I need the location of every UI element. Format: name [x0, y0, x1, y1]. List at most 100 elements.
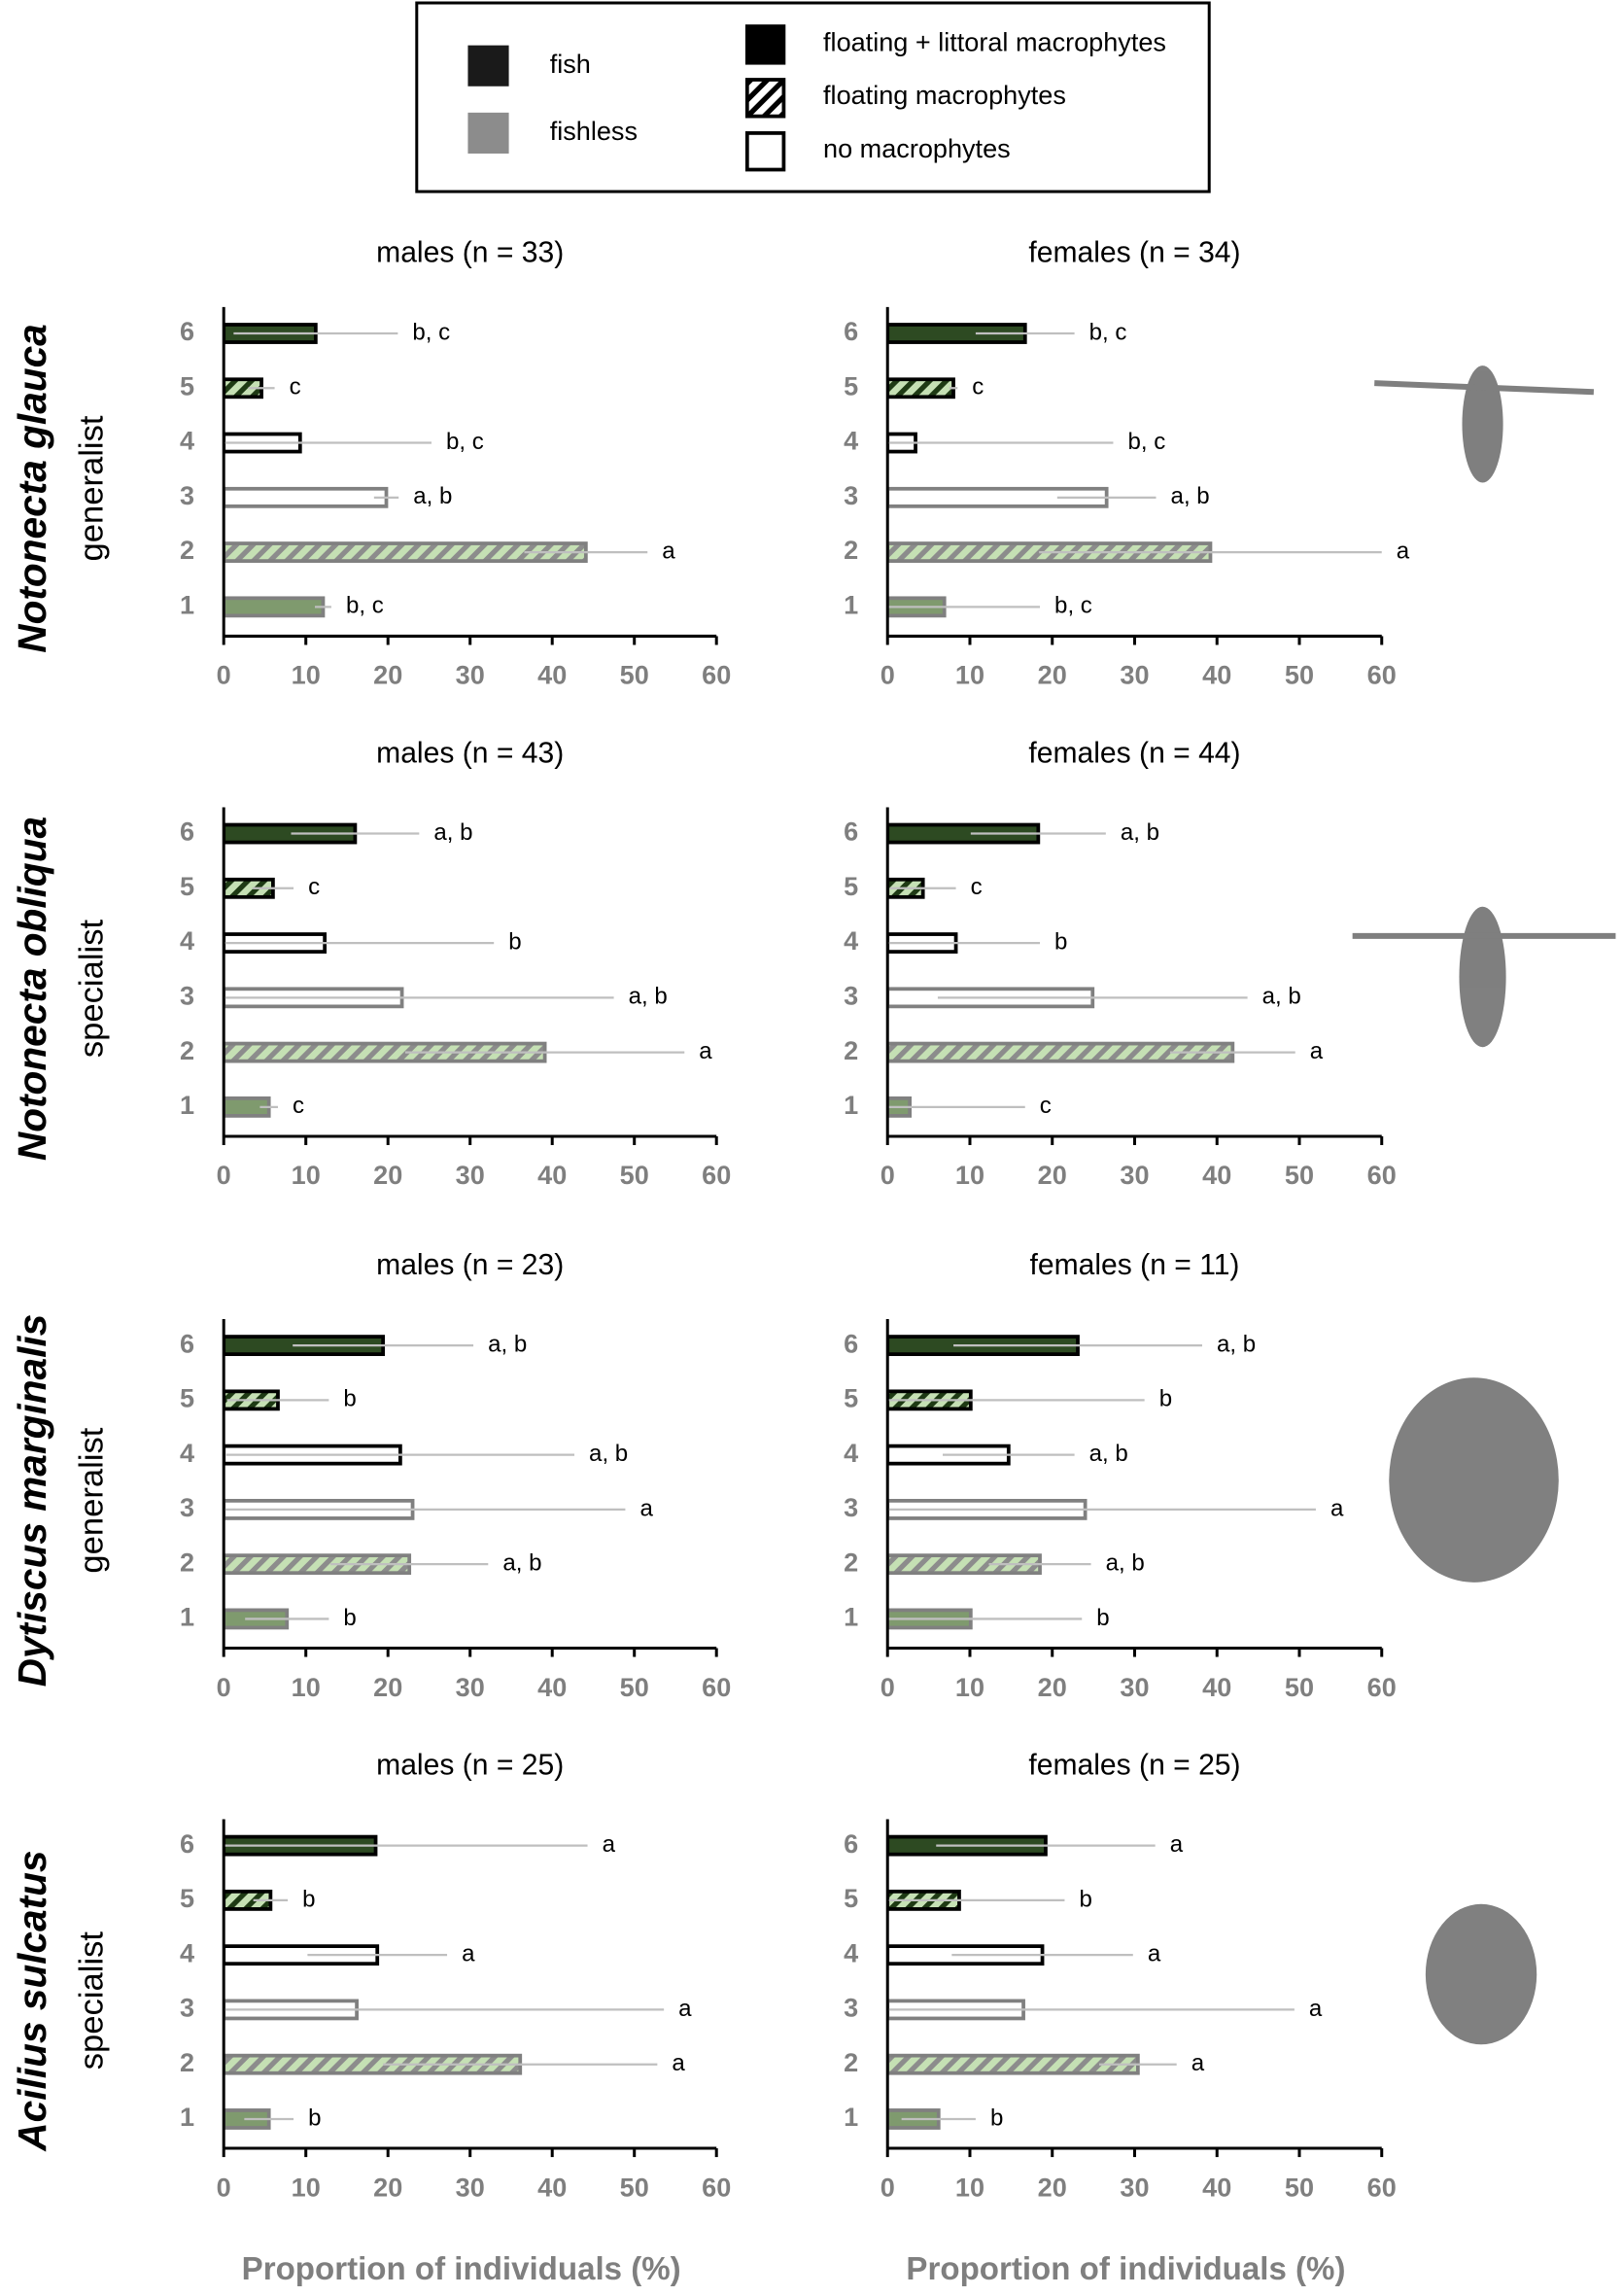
chart-title: females (n = 44): [1028, 737, 1240, 769]
annotation: a, b: [1217, 1331, 1256, 1357]
x-tick-label: 40: [1202, 2172, 1231, 2202]
annotation: b, c: [1127, 429, 1165, 455]
annotation: a: [639, 1495, 653, 1521]
annotation: a, b: [413, 483, 452, 509]
insect-leg: [1374, 380, 1595, 396]
legend-label: floating macrophytes: [823, 80, 1066, 110]
annotation: b, c: [346, 593, 384, 619]
annotation: a, b: [1171, 483, 1210, 509]
x-tick-label: 0: [881, 2172, 895, 2202]
insect: [1459, 906, 1506, 1048]
category-label: 1: [180, 590, 194, 620]
x-tick-label: 20: [373, 1160, 402, 1190]
x-tick-label: 50: [1285, 1672, 1314, 1702]
plot-area: [224, 323, 648, 618]
bar: [224, 596, 326, 618]
x-tick-label: 30: [1120, 660, 1149, 690]
annotation: c: [293, 1093, 304, 1119]
annotation: a, b: [629, 984, 668, 1010]
annotation: a, b: [1106, 1550, 1145, 1577]
category-label: 2: [844, 1035, 858, 1065]
species-name: Notonecta glauca: [10, 324, 54, 652]
plot-area: [224, 1834, 665, 2130]
insect: [1462, 365, 1503, 483]
x-tick-label: 50: [1285, 2172, 1314, 2202]
x-tick-label: 50: [1285, 1160, 1314, 1190]
x-tick-label: 20: [1038, 1160, 1067, 1190]
category-label: 6: [180, 817, 194, 847]
x-tick-label: 40: [537, 1672, 567, 1702]
category-label: 5: [180, 1383, 194, 1413]
annotation: a: [1170, 1831, 1184, 1858]
annotation: a, b: [502, 1550, 541, 1577]
category-label: 5: [844, 1883, 858, 1913]
x-tick-label: 50: [620, 1160, 649, 1190]
category-label: 1: [180, 1090, 194, 1120]
chart-title: females (n = 11): [1030, 1249, 1240, 1281]
x-tick-label: 10: [292, 2172, 321, 2202]
category-label: 4: [844, 925, 858, 956]
category-label: 6: [180, 1828, 194, 1859]
category-label: 6: [844, 316, 858, 346]
x-tick-label: 60: [1367, 2172, 1397, 2202]
insect-drawings: [1352, 365, 1616, 2045]
x-tick-label: 10: [292, 1672, 321, 1702]
category-label: 5: [180, 370, 194, 400]
x-tick-label: 20: [1038, 1672, 1067, 1702]
category-label: 3: [844, 1993, 858, 2023]
plot-area: [887, 822, 1295, 1118]
plot-area: [887, 323, 1382, 618]
x-tick-label: 10: [955, 1160, 984, 1190]
x-tick-label: 50: [620, 660, 649, 690]
x-tick-label: 60: [702, 2172, 731, 2202]
x-tick-label: 60: [702, 1160, 731, 1190]
category-label: 2: [180, 1035, 194, 1065]
category-label: 6: [844, 817, 858, 847]
x-tick-label: 30: [1120, 1672, 1149, 1702]
legend-swatch: [744, 131, 786, 172]
annotation: b: [302, 1886, 315, 1912]
x-tick-label: 10: [292, 660, 321, 690]
chart-title: males (n = 25): [376, 1749, 564, 1781]
x-tick-label: 30: [456, 1160, 485, 1190]
legend-swatch: [467, 45, 509, 87]
x-tick-label: 20: [373, 1672, 402, 1702]
category-label: 1: [844, 2102, 858, 2132]
x-tick-label: 10: [955, 1672, 984, 1702]
category-label: 1: [844, 590, 858, 620]
annotation: a: [1148, 1941, 1161, 1967]
category-label: 3: [180, 1492, 194, 1522]
annotation: b: [1096, 1605, 1109, 1631]
x-tick-label: 0: [217, 660, 231, 690]
x-tick-label: 0: [881, 1160, 895, 1190]
annotation: a, b: [1262, 984, 1301, 1010]
category-label: 2: [844, 535, 858, 565]
x-tick-label: 30: [456, 2172, 485, 2202]
category-label: 3: [180, 980, 194, 1010]
annotation: b: [1159, 1386, 1172, 1412]
guild: generalist: [73, 1427, 110, 1573]
category-label: 3: [844, 480, 858, 510]
annotation: a: [603, 1831, 616, 1858]
annotation: a, b: [433, 819, 472, 846]
category-label: 2: [844, 1547, 858, 1577]
x-tick-label: 30: [1120, 1160, 1149, 1190]
guild: specialist: [73, 919, 110, 1058]
x-tick-label: 50: [620, 1672, 649, 1702]
category-label: 1: [180, 1602, 194, 1632]
x-tick-label: 30: [456, 1672, 485, 1702]
category-label: 1: [844, 1602, 858, 1632]
legend-label: fish: [550, 49, 591, 79]
category-label: 4: [180, 1937, 194, 1967]
annotation: c: [1040, 1093, 1052, 1119]
plot-area: [224, 1335, 626, 1630]
x-tick-label: 60: [1367, 660, 1397, 690]
chart-title: females (n = 34): [1028, 237, 1240, 269]
category-label: 4: [844, 426, 858, 456]
category-label: 1: [180, 2102, 194, 2132]
x-tick-label: 30: [456, 660, 485, 690]
legend-label: fishless: [550, 116, 638, 146]
annotation: a: [1310, 1038, 1324, 1064]
x-tick-label: 60: [1367, 1160, 1397, 1190]
chart-title: males (n = 43): [376, 737, 564, 769]
